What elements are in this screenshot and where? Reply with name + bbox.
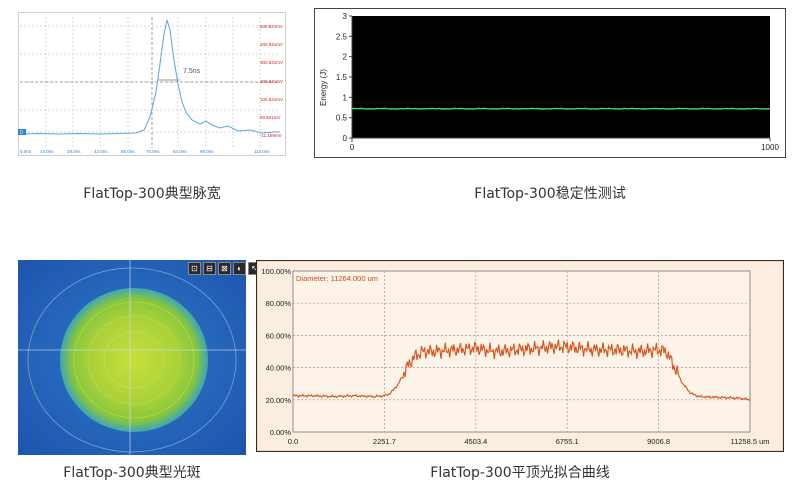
x-tick-label: 0	[350, 143, 355, 152]
right-tick: 300.841mV	[260, 60, 283, 65]
beam-spot	[60, 288, 208, 432]
pulse-waveform	[23, 19, 280, 135]
svg-text:0: 0	[20, 130, 23, 136]
right-tick: 500.841mV	[260, 24, 283, 29]
x-tick: 84.0ns	[173, 149, 187, 154]
y-tick-label: 1.5	[336, 73, 348, 82]
contrast-tool-icon[interactable]: ◐	[233, 262, 246, 275]
right-tick: 50.841mV	[260, 115, 281, 120]
y-tick-label: 60.00%	[266, 331, 292, 340]
y-axis-label: Energy (J)	[319, 69, 328, 106]
stability-panel: 0 0.5 1 1.5 2 2.5 3 0 1000 Energy (J)	[314, 8, 786, 158]
x-tick: 42.0ns	[94, 149, 108, 154]
x-tick-label: 11258.5 um	[730, 437, 769, 446]
x-tick: 28.0ns	[67, 149, 81, 154]
export-tool-icon[interactable]: ⊠	[218, 262, 231, 275]
y-tick-label: 2	[343, 53, 348, 62]
y-tick-label: 2.5	[336, 32, 348, 41]
right-tick: -11.159mV	[260, 133, 282, 138]
x-tick-label: 0.0	[288, 437, 298, 446]
x-tick-label: 1000	[761, 143, 779, 152]
diameter-label: Diameter: 11264.000 um	[296, 274, 378, 283]
x-tick: 14.0ns	[40, 149, 54, 154]
y-tick-label: 3	[343, 12, 348, 21]
y-tick-label: 40.00%	[266, 364, 292, 373]
y-tick-label: 0.00%	[270, 428, 292, 437]
pulse-width-label: 7.5ns	[183, 68, 201, 75]
caption-pulse: FlatTop-300典型脉宽	[83, 186, 221, 202]
caption-spot: FlatTop-300典型光斑	[63, 465, 201, 481]
y-tick-label: 0	[343, 134, 348, 143]
y-tick-label: 0.5	[336, 114, 348, 123]
x-tick-label: 2251.7	[373, 437, 396, 446]
x-tick-label: 9006.8	[647, 437, 670, 446]
view-tool-icon[interactable]: ⊡	[188, 262, 201, 275]
x-tick: 0.0ns	[20, 149, 32, 154]
x-tick: 98.0ns	[200, 149, 214, 154]
energy-series	[351, 107, 771, 110]
y-tick-label: 100.00%	[261, 267, 291, 276]
y-tick-label: 80.00%	[266, 299, 292, 308]
x-tick-label: 4503.4	[464, 437, 487, 446]
flattop-fit-chart: 0.00% 20.00% 40.00% 60.00% 80.00% 100.00% 0.0…	[255, 259, 785, 453]
x-tick-label: 6755.1	[556, 437, 579, 446]
caption-stability: FlatTop-300稳定性测试	[474, 186, 626, 202]
caption-fit: FlatTop-300平顶光拟合曲线	[430, 465, 610, 481]
flattop-fit-panel: 0.00% 20.00% 40.00% 60.00% 80.00% 100.00% 0.0…	[255, 259, 785, 453]
x-tick: 56.0ns	[121, 149, 135, 154]
y-tick-label: 1	[343, 93, 348, 102]
beam-spot-image	[18, 260, 246, 455]
pulse-width-panel: 7.5ns 0 500.841mV 400.841mV 300.841mV 20…	[18, 12, 286, 156]
zoom-tool-icon[interactable]: ⊟	[203, 262, 216, 275]
right-tick: 400.841mV	[260, 42, 283, 47]
y-tick-label: 20.00%	[266, 396, 292, 405]
spot-toolbar: ⊡ ⊟ ⊠ ◐ ↖	[188, 262, 261, 275]
x-tick: 112.0ns	[254, 149, 270, 154]
beam-profile-series	[292, 339, 751, 402]
beam-spot-panel: ⊡ ⊟ ⊠ ◐ ↖	[18, 260, 261, 455]
x-tick: 70.0ns	[146, 149, 160, 154]
pulse-width-chart: 7.5ns 0 500.841mV 400.841mV 300.841mV 20…	[18, 12, 286, 156]
right-tick: 200.841mV	[260, 79, 283, 84]
stability-chart: 0 0.5 1 1.5 2 2.5 3 0 1000 Energy (J)	[314, 8, 786, 158]
right-tick: 100.841mV	[260, 97, 283, 102]
